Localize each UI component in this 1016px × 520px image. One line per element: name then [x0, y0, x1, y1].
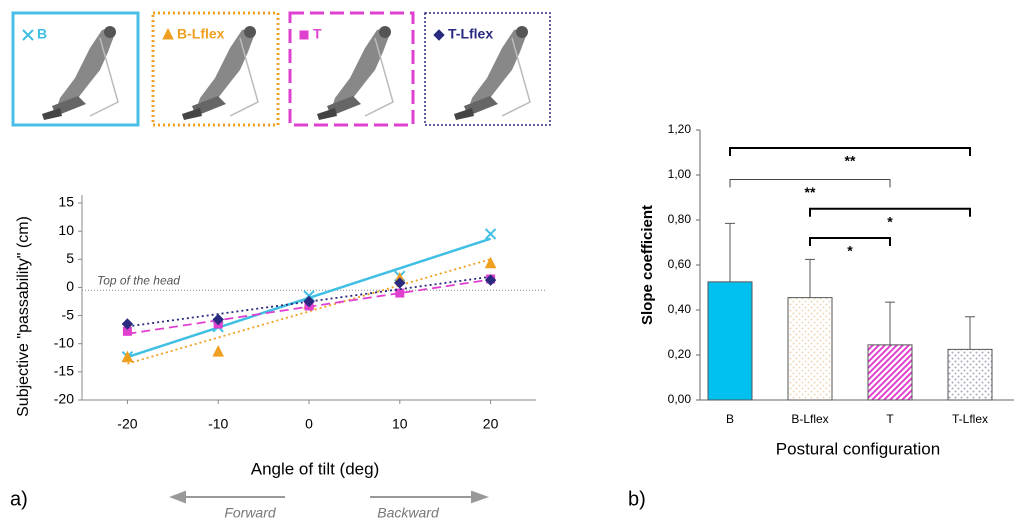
significance-bracket	[809, 237, 891, 246]
legend-label: B-Lflex	[177, 26, 225, 42]
posture-box	[424, 12, 551, 126]
posture-box	[288, 11, 415, 127]
x-axis-title: Angle of tilt (deg)	[251, 459, 380, 478]
marker	[121, 350, 134, 363]
direction-label: Backward	[377, 505, 440, 520]
marker	[484, 228, 497, 240]
bar	[947, 348, 993, 401]
direction-arrow	[169, 490, 285, 504]
y-axis-title: Subjective "passability" (cm)	[15, 216, 32, 417]
significance-label: **	[805, 184, 816, 200]
legend-marker	[433, 29, 445, 41]
y-tick-label: 0,80	[668, 212, 692, 226]
y-tick-label: 0	[66, 278, 74, 294]
panel-label: a)	[10, 488, 28, 510]
direction-arrow	[370, 490, 489, 504]
y-tick-label: 1,00	[668, 167, 692, 181]
x-tick-label: -20	[117, 416, 137, 432]
marker	[303, 295, 315, 308]
y-tick-label: 0,20	[668, 347, 692, 361]
marker	[395, 288, 405, 298]
y-tick-label: -15	[54, 363, 74, 379]
x-tick-label: B-Lflex	[791, 412, 828, 426]
panel-label: b)	[628, 488, 646, 510]
significance-label: *	[847, 243, 853, 259]
x-tick-label: -10	[208, 416, 228, 432]
marker	[212, 313, 224, 326]
y-tick-label: 10	[58, 222, 74, 238]
legend-marker	[299, 30, 309, 40]
y-tick-label: -10	[54, 334, 74, 350]
x-tick-label: 20	[483, 416, 499, 432]
y-tick-label: -5	[62, 306, 75, 322]
x-axis-title: Postural configuration	[776, 439, 940, 458]
significance-label: *	[887, 213, 893, 229]
y-tick-label: 1,20	[668, 122, 692, 136]
posture-box	[151, 11, 280, 127]
legend-marker	[22, 29, 34, 41]
x-tick-label: 0	[305, 416, 313, 432]
marker	[212, 345, 225, 357]
y-tick-label: 0,60	[668, 257, 692, 271]
legend-label: B	[37, 26, 47, 42]
marker	[484, 256, 497, 269]
x-tick-label: T	[886, 412, 894, 426]
marker	[121, 318, 134, 330]
posture-figure	[316, 25, 394, 121]
bar	[867, 344, 913, 401]
x-tick-label: 10	[392, 416, 408, 432]
reference-label: Top of the head	[97, 273, 180, 287]
direction-label: Forward	[224, 505, 277, 520]
legend-label: T-Lflex	[448, 26, 493, 42]
trend-line	[127, 258, 491, 365]
marker	[484, 274, 497, 286]
x-tick-label: B	[726, 412, 734, 426]
significance-bracket	[729, 147, 971, 156]
y-tick-label: 15	[58, 194, 74, 210]
significance-bracket	[809, 207, 971, 217]
posture-box	[11, 11, 140, 127]
trend-line	[127, 275, 491, 328]
significance-label: **	[845, 153, 856, 169]
posture-figure	[41, 25, 119, 121]
y-axis-title: Slope coefficient	[639, 205, 656, 325]
y-tick-label: 0,40	[668, 302, 692, 316]
bar	[707, 281, 753, 401]
y-tick-label: 5	[66, 250, 74, 266]
y-tick-label: -20	[54, 391, 74, 407]
bar	[787, 297, 833, 401]
legend-marker	[162, 27, 174, 40]
legend-label: T	[313, 26, 322, 42]
y-tick-label: 0,00	[668, 392, 692, 406]
legend: B B-Lflex T T-Lflex	[22, 26, 493, 42]
x-tick-label: T-Lflex	[952, 412, 988, 426]
marker	[394, 277, 406, 289]
significance-bracket	[729, 179, 891, 188]
